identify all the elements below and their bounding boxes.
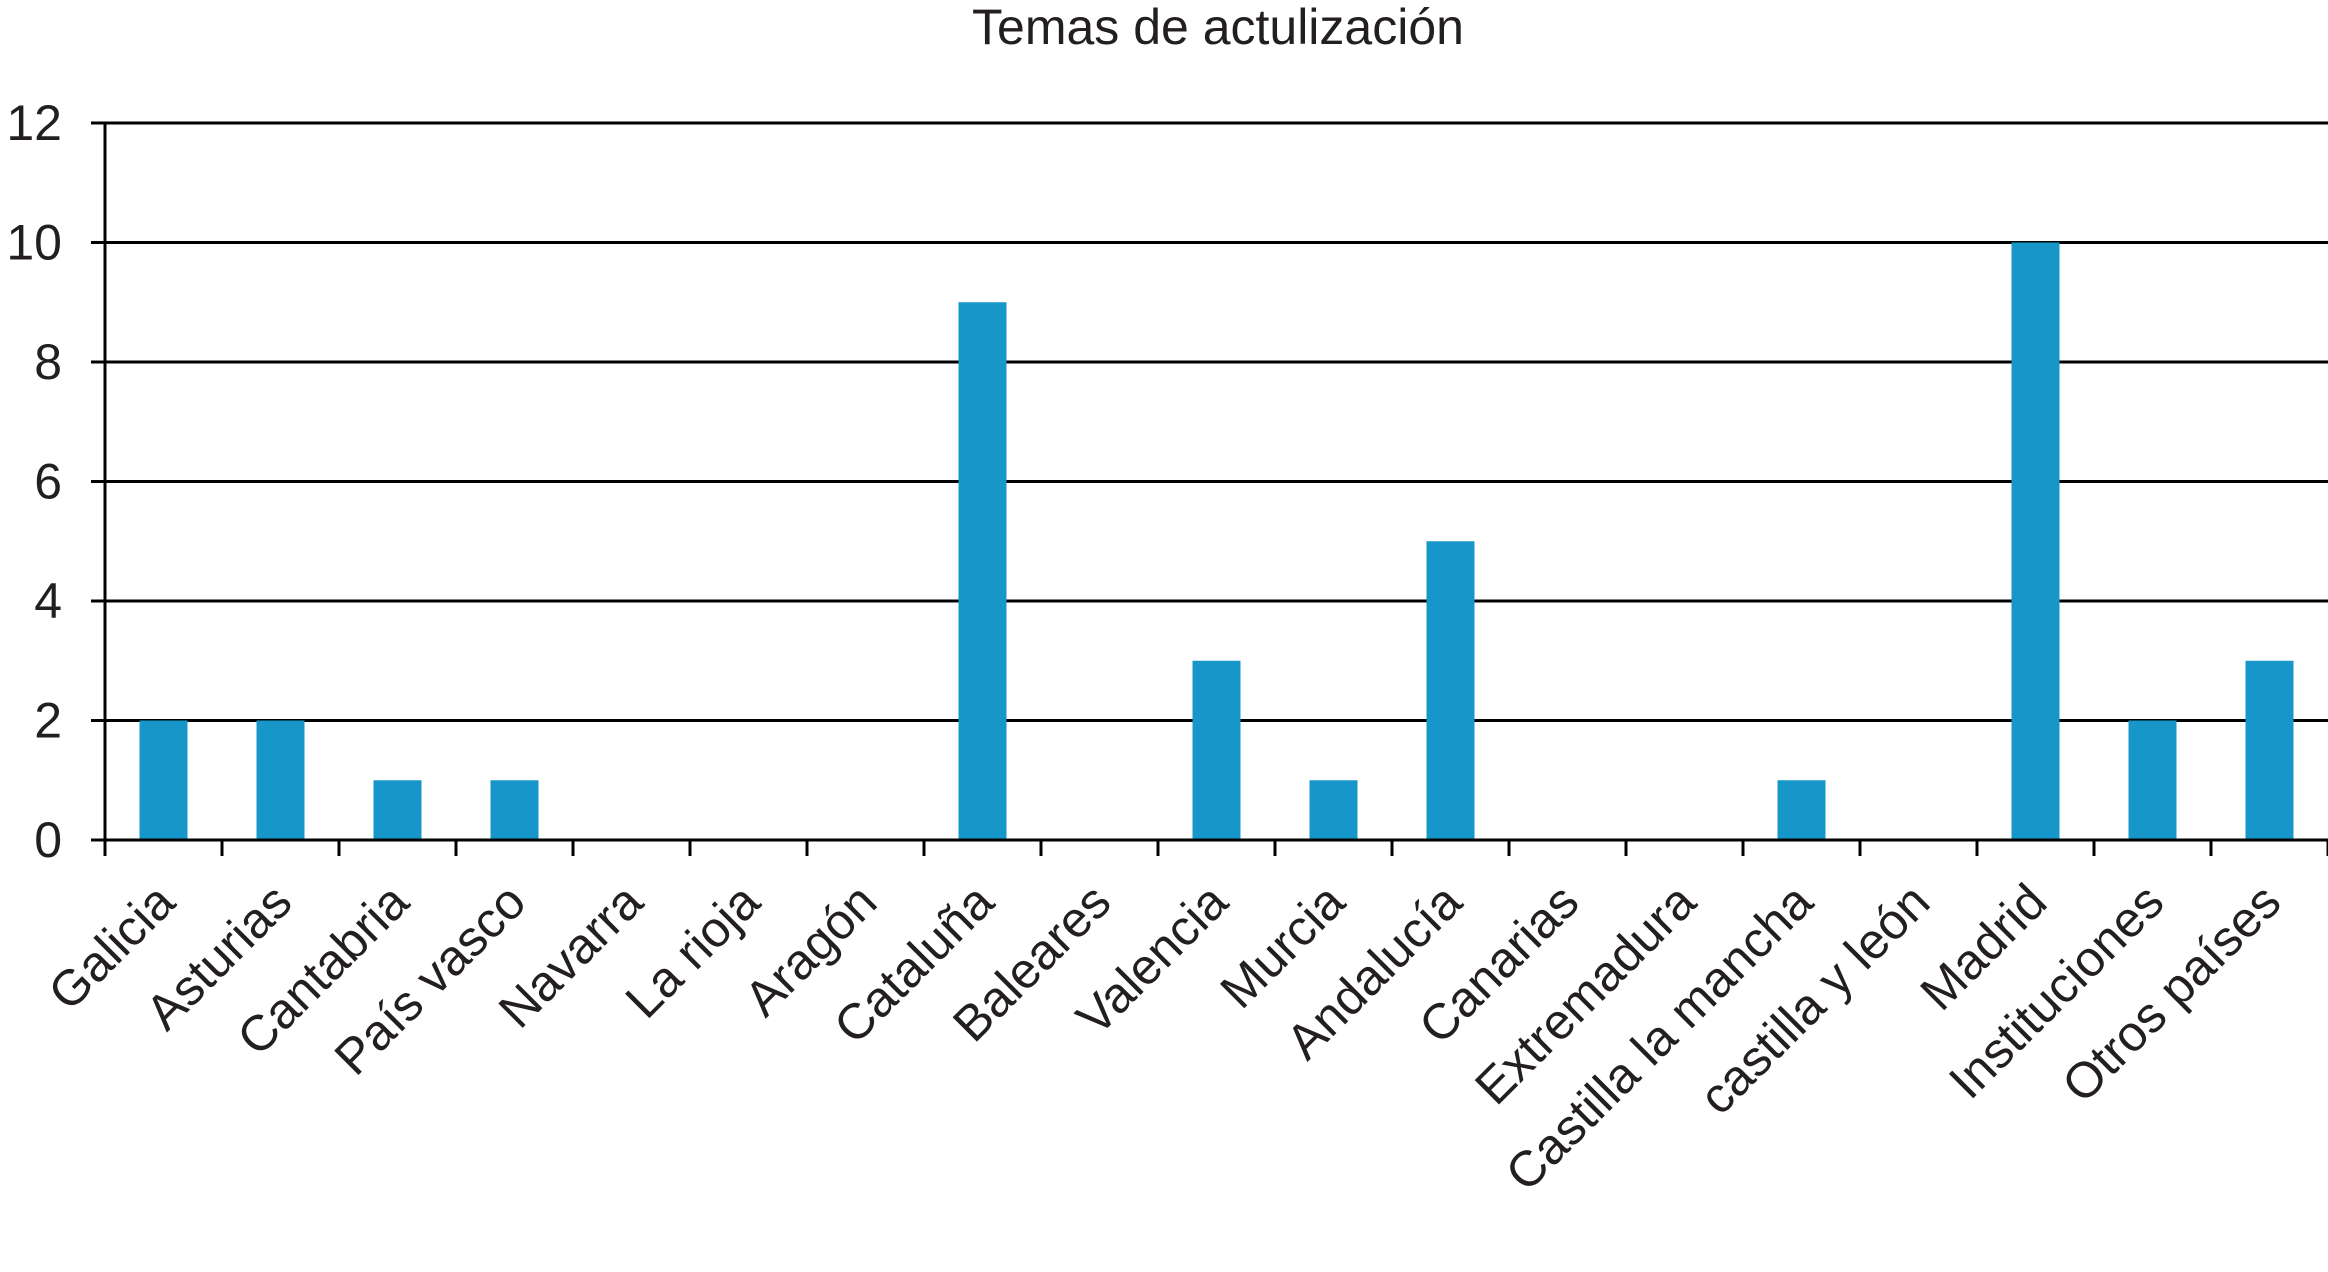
bar xyxy=(2128,720,2177,840)
bar xyxy=(958,302,1007,840)
bar xyxy=(1309,780,1358,840)
y-tick-label: 2 xyxy=(34,693,62,749)
y-tick-labels: 0 2 4 6 8 10 12 xyxy=(6,95,62,868)
y-tick-label: 10 xyxy=(6,215,62,271)
bar xyxy=(373,780,422,840)
axes xyxy=(91,121,2328,856)
y-tick-label: 4 xyxy=(34,573,62,629)
y-tick-label: 12 xyxy=(6,95,62,151)
bar xyxy=(2245,660,2294,840)
chart-title: Temas de actulización xyxy=(972,0,1464,55)
x-tick-label: La rioja xyxy=(615,873,771,1029)
y-tick-label: 0 xyxy=(34,812,62,868)
y-tick-label: 6 xyxy=(34,454,62,510)
bar xyxy=(139,720,188,840)
bar xyxy=(1426,541,1475,840)
bar xyxy=(2011,242,2060,840)
y-tick-label: 8 xyxy=(34,334,62,390)
bar xyxy=(490,780,539,840)
bar xyxy=(1192,660,1241,840)
bar xyxy=(256,720,305,840)
bars xyxy=(139,242,2294,840)
gridlines xyxy=(105,121,2328,722)
bar xyxy=(1777,780,1826,840)
